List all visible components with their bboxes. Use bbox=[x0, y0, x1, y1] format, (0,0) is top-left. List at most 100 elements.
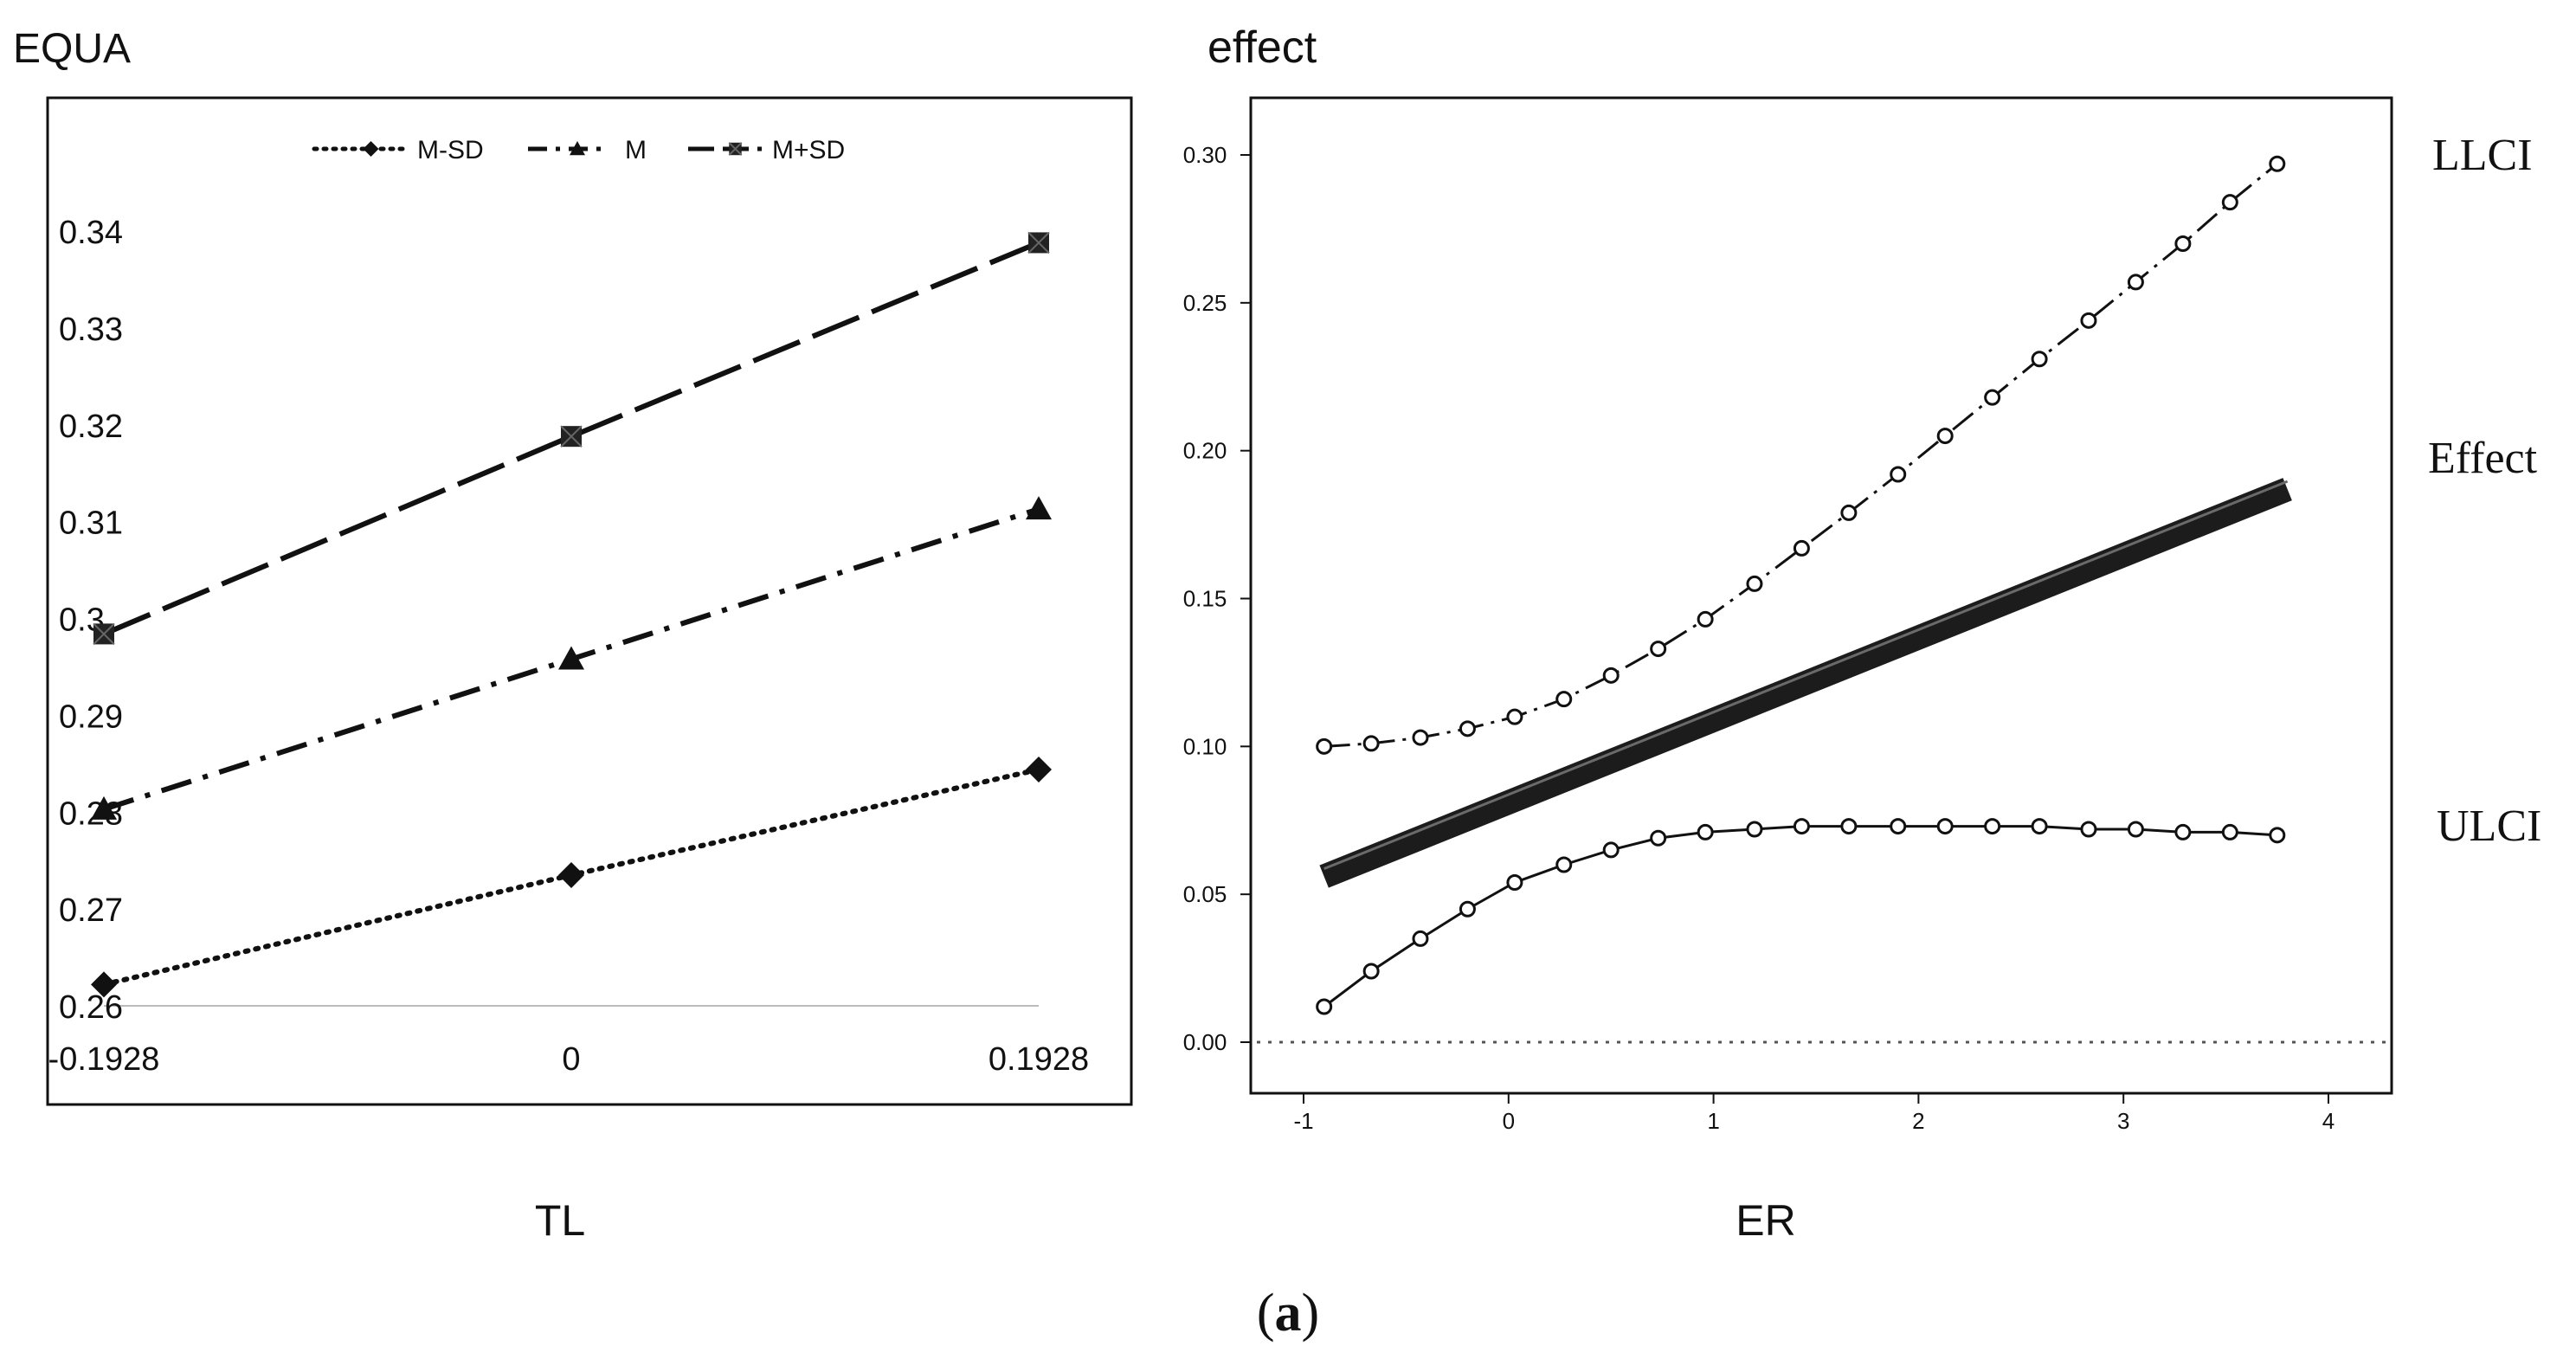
effect-line-highlight bbox=[1323, 480, 2289, 871]
right-y-tick-label: 0.05 bbox=[1183, 881, 1227, 907]
series-m bbox=[91, 496, 1052, 820]
data-point-ulci bbox=[2269, 827, 2286, 844]
series-m-sd bbox=[91, 757, 1052, 998]
data-point-m bbox=[558, 646, 584, 670]
right-y-tick-label: 0.10 bbox=[1183, 733, 1227, 759]
right-x-tick-label: 2 bbox=[1912, 1108, 1924, 1134]
data-point-ulci bbox=[1316, 998, 1333, 1015]
data-point-llci bbox=[1459, 720, 1476, 737]
series-label-llci: LLCI bbox=[2432, 131, 2533, 180]
series-m-sd bbox=[93, 231, 1050, 646]
series-effect bbox=[1319, 478, 2292, 888]
data-point-m-sd bbox=[1026, 757, 1052, 783]
left-x-axis-title: TL bbox=[535, 1196, 585, 1245]
right-x-axis-title: ER bbox=[1736, 1196, 1795, 1245]
left-x-tick-label: 0 bbox=[562, 1041, 580, 1078]
left-y-tick-label: 0.27 bbox=[59, 892, 123, 929]
right-plot-frame bbox=[1249, 96, 2393, 1095]
left-y-tick-label: 0.29 bbox=[59, 699, 123, 735]
right-chart: effect 0.00 0.05 0.10 0.15 0.20 0.25 0.30 -1 0 1… bbox=[1183, 23, 2542, 1245]
legend-label: M-SD bbox=[417, 136, 484, 164]
data-point-ulci bbox=[1793, 818, 1810, 835]
right-series-group bbox=[1316, 155, 2292, 1015]
left-y-axis-title: EQUA bbox=[13, 26, 131, 72]
left-y-tick-label: 0.32 bbox=[59, 409, 123, 445]
series-label-effect: Effect bbox=[2428, 434, 2538, 483]
right-x-ticks: -1 0 1 2 3 4 bbox=[1293, 1093, 2334, 1134]
right-series-labels: LLCI Effect ULCI bbox=[2428, 131, 2541, 851]
right-x-tick-label: -1 bbox=[1293, 1108, 1313, 1134]
data-point-ulci bbox=[1459, 900, 1476, 918]
series-llci bbox=[1316, 155, 2286, 755]
left-x-tick-label: 0.1928 bbox=[989, 1041, 1089, 1078]
legend-marker-cross bbox=[728, 142, 743, 156]
legend-item-m-sd: M-SD bbox=[312, 136, 484, 164]
right-y-tick-label: 0.30 bbox=[1183, 142, 1227, 168]
legend-marker bbox=[363, 141, 379, 157]
figure-caption-letter: a bbox=[1275, 1284, 1302, 1343]
data-point-llci bbox=[2174, 235, 2192, 252]
legend-item-m-sd: M+SD bbox=[688, 136, 845, 164]
data-point-llci bbox=[1984, 389, 2001, 406]
left-x-tick-labels: -0.1928 0 0.1928 bbox=[48, 1041, 1090, 1078]
data-point-ulci bbox=[2080, 821, 2097, 838]
data-point-m-sd-cross bbox=[560, 425, 583, 448]
right-y-tick-label: 0.25 bbox=[1183, 290, 1227, 316]
left-y-tick-labels: 0.260.270.280.290.30.310.320.330.34 bbox=[59, 215, 123, 1026]
right-x-tick-label: 0 bbox=[1503, 1108, 1515, 1134]
series-line-llci bbox=[1323, 163, 2278, 748]
left-legend: M-SD M M+SD bbox=[312, 136, 845, 164]
data-point-llci bbox=[2221, 194, 2238, 211]
left-plot-frame bbox=[46, 96, 1133, 1106]
right-y-tick-label: 0.15 bbox=[1183, 586, 1227, 612]
left-y-tick-label: 0.31 bbox=[59, 506, 123, 542]
left-chart: EQUA 0.260.270.280.290.30.310.320.330.34… bbox=[13, 26, 1133, 1245]
left-x-tick-label: -0.1928 bbox=[48, 1041, 160, 1078]
data-point-ulci bbox=[1936, 818, 1954, 835]
legend-label: M+SD bbox=[772, 136, 845, 164]
data-point-ulci bbox=[2221, 823, 2238, 840]
data-point-ulci bbox=[1362, 963, 1380, 980]
data-point-llci bbox=[2269, 155, 2286, 172]
legend-label: M bbox=[625, 136, 647, 164]
data-point-llci bbox=[1650, 641, 1667, 658]
data-point-ulci bbox=[1602, 841, 1620, 859]
data-point-m-sd-cross bbox=[93, 622, 115, 646]
series-line-m-sd bbox=[102, 240, 1040, 637]
data-point-llci bbox=[1793, 539, 1810, 557]
data-point-ulci bbox=[1984, 818, 2001, 835]
data-point-llci bbox=[1602, 667, 1620, 684]
right-x-tick-label: 4 bbox=[2322, 1108, 2334, 1134]
data-point-m-sd bbox=[91, 971, 117, 998]
data-point-ulci bbox=[1506, 874, 1523, 891]
legend-item-m: M bbox=[528, 136, 647, 164]
right-y-tick-label: 0.00 bbox=[1183, 1029, 1227, 1055]
data-point-llci bbox=[2080, 312, 2097, 329]
data-point-llci bbox=[1890, 466, 1907, 483]
data-point-llci bbox=[2031, 351, 2048, 368]
series-label-ulci: ULCI bbox=[2437, 802, 2541, 851]
left-y-tick-label: 0.26 bbox=[59, 989, 123, 1026]
right-y-tick-label: 0.20 bbox=[1183, 438, 1227, 464]
data-point-ulci bbox=[1746, 821, 1763, 838]
data-point-llci bbox=[1362, 735, 1380, 752]
series-ulci bbox=[1316, 818, 2286, 1015]
data-point-ulci bbox=[1555, 856, 1573, 873]
right-x-tick-label: 1 bbox=[1707, 1108, 1719, 1134]
data-point-ulci bbox=[1650, 829, 1667, 847]
figure-caption: (a) bbox=[1257, 1284, 1319, 1343]
left-y-tick-label: 0.33 bbox=[59, 312, 123, 348]
data-point-ulci bbox=[1697, 823, 1714, 840]
data-point-ulci bbox=[1840, 818, 1858, 835]
data-point-m bbox=[1026, 496, 1052, 520]
data-point-llci bbox=[1412, 729, 1429, 746]
data-point-ulci bbox=[1890, 818, 1907, 835]
data-point-llci bbox=[1506, 708, 1523, 725]
left-y-tick-label: 0.34 bbox=[59, 215, 123, 251]
data-point-m-sd-cross bbox=[1027, 231, 1050, 254]
data-point-ulci bbox=[2127, 821, 2144, 838]
data-point-llci bbox=[1697, 610, 1714, 628]
data-point-ulci bbox=[1412, 930, 1429, 947]
data-point-llci bbox=[1746, 575, 1763, 592]
